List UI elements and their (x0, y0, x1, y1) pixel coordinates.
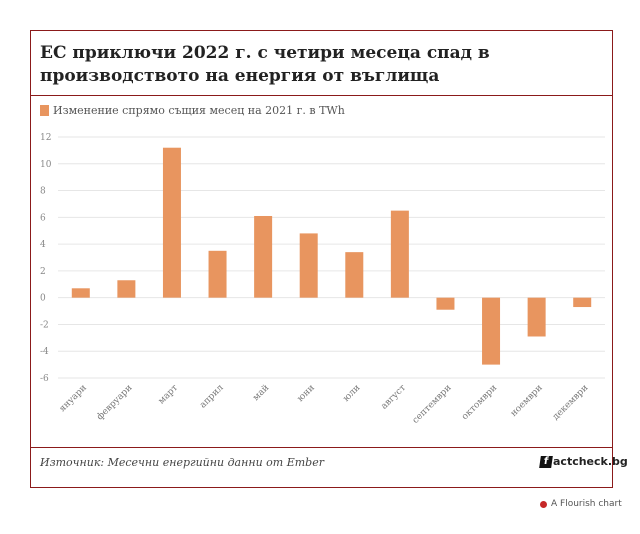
logo-text: actcheck.bg (553, 455, 628, 468)
chart-frame (30, 30, 613, 488)
bar-8[interactable] (390, 210, 409, 298)
bar-9[interactable] (436, 297, 455, 310)
bar-12[interactable] (573, 297, 592, 308)
y-tick-label: 0 (40, 294, 46, 304)
gridlines (58, 136, 605, 379)
x-tick-label: март (157, 383, 180, 406)
bars (71, 147, 592, 365)
y-tick-label: -2 (40, 320, 49, 330)
footer-divider (30, 447, 613, 448)
x-tick-label: ноември (509, 383, 545, 419)
y-tick-label: 2 (40, 267, 46, 277)
flourish-label: A Flourish chart (551, 499, 622, 509)
title-divider (30, 95, 613, 96)
bar-3[interactable] (162, 147, 181, 298)
flourish-credit[interactable]: A Flourish chart (540, 499, 622, 509)
y-tick-label: 8 (40, 187, 46, 197)
x-tick-label: януари (58, 383, 89, 414)
x-tick-label: юли (342, 383, 363, 404)
x-tick-label: февруари (95, 383, 134, 422)
x-tick-label: декември (551, 383, 590, 422)
source-note: Източник: Месечни енергийни данни от Emb… (40, 456, 324, 469)
x-tick-label: септември (411, 383, 454, 426)
bar-11[interactable] (527, 297, 546, 337)
x-axis-ticks: януари февруари март април май юни юли август се… (58, 383, 591, 426)
x-tick-label: август (379, 383, 408, 412)
legend-label: Изменение спрямо същия месец на 2021 г. … (53, 104, 345, 117)
y-tick-label: 12 (40, 133, 51, 143)
legend: Изменение спрямо същия месец на 2021 г. … (40, 104, 345, 117)
bar-7[interactable] (345, 252, 364, 298)
y-axis-ticks: 12 10 8 6 4 2 0 -2 -4 -6 (40, 133, 52, 384)
bar-1[interactable] (71, 288, 90, 298)
y-tick-label: 10 (40, 160, 52, 170)
x-tick-label: юни (296, 383, 317, 404)
x-tick-label: април (198, 383, 226, 411)
y-tick-label: -4 (40, 347, 49, 357)
bar-5[interactable] (254, 215, 273, 298)
y-tick-label: 6 (40, 213, 46, 223)
legend-swatch (40, 105, 49, 116)
bar-2[interactable] (117, 280, 136, 298)
bar-10[interactable] (482, 297, 501, 365)
x-tick-label: май (251, 383, 271, 403)
bar-4[interactable] (208, 250, 227, 298)
factcheck-logo[interactable]: f actcheck.bg (539, 455, 628, 468)
y-tick-label: -6 (40, 374, 49, 384)
y-tick-label: 4 (40, 240, 46, 250)
chart-title: ЕС приключи 2022 г. с четири месеца спад… (40, 43, 490, 86)
flourish-icon (540, 500, 547, 508)
logo-mark: f (539, 455, 553, 468)
bar-6[interactable] (299, 233, 318, 298)
x-tick-label: октомври (460, 383, 499, 422)
